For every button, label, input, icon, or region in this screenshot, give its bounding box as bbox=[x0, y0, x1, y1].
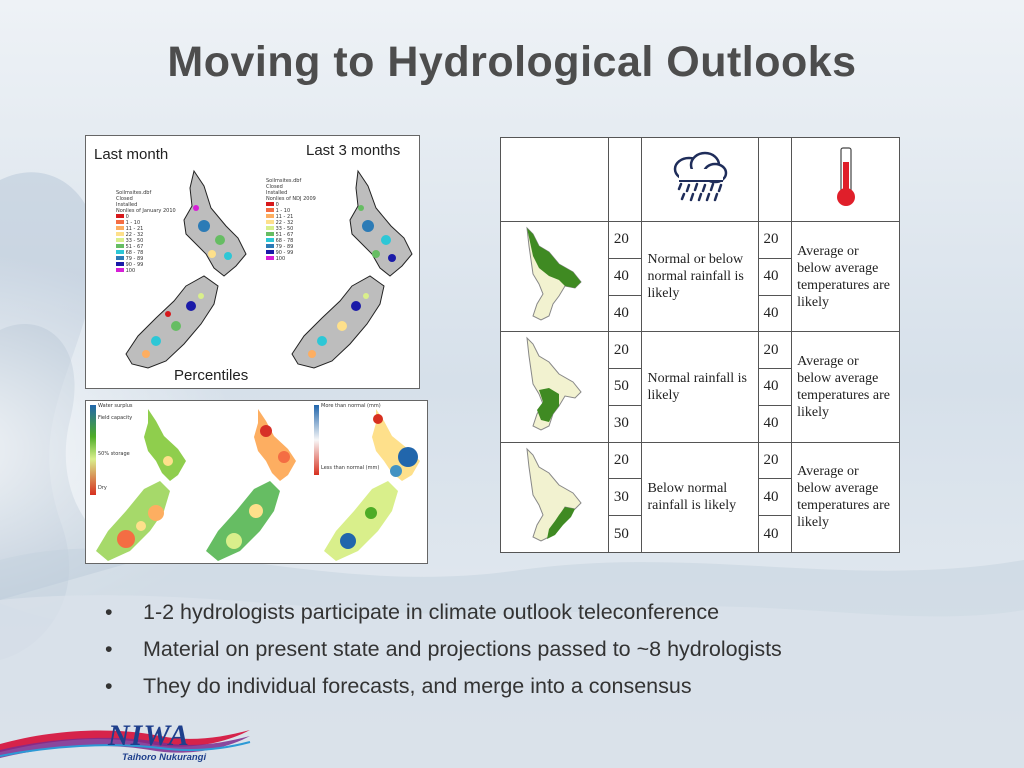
rain-prob-cell: 40 bbox=[607, 294, 643, 333]
table-row: 40 40 bbox=[501, 294, 900, 333]
temp-prob-cell: 20 bbox=[757, 331, 793, 370]
table-row: 20 Normal or below normal rainfall is li… bbox=[500, 220, 900, 333]
temp-prob-cell: 40 bbox=[757, 294, 793, 333]
bullet-text: They do individual forecasts, and merge … bbox=[143, 674, 692, 698]
region-map-cell bbox=[500, 441, 609, 554]
percentiles-label: Percentiles bbox=[174, 367, 249, 384]
temp-prob-cell: 20 bbox=[757, 441, 793, 480]
region-map-cell bbox=[500, 331, 609, 443]
temp-prob-cell: 40 bbox=[757, 478, 793, 517]
nz-percentile-maps bbox=[125, 169, 413, 369]
table-row: 50 40 bbox=[501, 368, 900, 406]
list-item: • They do individual forecasts, and merg… bbox=[105, 674, 782, 711]
header-blank-cell bbox=[757, 137, 793, 222]
rain-prob-cell: 50 bbox=[607, 368, 643, 406]
niwa-logo-text: NIWA bbox=[108, 719, 190, 752]
temp-prob-cell: 40 bbox=[757, 368, 793, 406]
nz-north-island-map bbox=[526, 337, 583, 432]
soil-legend-3: More than normal (mm) Less than normal (… bbox=[321, 403, 381, 471]
soil-maps-graphic bbox=[90, 405, 420, 561]
left-nz-map bbox=[125, 169, 247, 369]
rain-prob-cell: 20 bbox=[607, 441, 643, 480]
niwa-logo-swoosh bbox=[0, 730, 251, 758]
table-row: 30 40 bbox=[501, 478, 900, 517]
rain-outlook-text: Normal rainfall is likely bbox=[641, 331, 759, 443]
header-rain-cell bbox=[641, 137, 759, 222]
header-blank-cell bbox=[607, 137, 643, 222]
temp-outlook-text: Average or below average temperatures ar… bbox=[791, 441, 900, 554]
niwa-logo-subtitle: Taihoro Nukurangi bbox=[122, 752, 207, 763]
table-row: 40 40 bbox=[501, 257, 900, 296]
rain-prob-cell: 40 bbox=[607, 257, 643, 296]
bullet-text: Material on present state and projection… bbox=[143, 637, 782, 661]
bullet-marker: • bbox=[105, 637, 113, 661]
rain-outlook-text: Normal or below normal rainfall is likel… bbox=[641, 220, 759, 333]
thermometer-icon bbox=[836, 147, 855, 206]
temp-prob-cell: 40 bbox=[757, 257, 793, 296]
right-map-legend: Soilmsites.dbf Closed Installed Nonlies … bbox=[266, 178, 316, 262]
list-item: • 1-2 hydrologists participate in climat… bbox=[105, 600, 782, 637]
rain-prob-cell: 50 bbox=[607, 515, 643, 553]
table-row: 20 Below normal rainfall is likely 20 Av… bbox=[500, 441, 900, 554]
list-item: • Material on present state and projecti… bbox=[105, 637, 782, 674]
slide-title: Moving to Hydrological Outlooks bbox=[167, 38, 857, 86]
percentile-maps-figure: Last month Last 3 months Percentiles Soi… bbox=[85, 135, 420, 389]
rain-prob-cell: 20 bbox=[607, 221, 643, 259]
bullet-text: 1-2 hydrologists participate in climate … bbox=[143, 600, 720, 624]
rain-prob-cell: 30 bbox=[607, 478, 643, 517]
temp-prob-cell: 40 bbox=[757, 515, 793, 553]
outlook-table: 20 Normal or below normal rainfall is li… bbox=[500, 137, 900, 554]
table-row: 50 40 bbox=[501, 515, 900, 553]
header-blank-cell bbox=[500, 137, 609, 222]
nz-north-island-map bbox=[526, 226, 583, 321]
right-nz-map bbox=[291, 169, 413, 369]
table-row: 30 40 bbox=[501, 404, 900, 443]
rain-cloud-icon bbox=[673, 151, 728, 202]
nz-north-island-map bbox=[526, 447, 583, 542]
table-header-row bbox=[500, 137, 900, 222]
temp-outlook-text: Average or below average temperatures ar… bbox=[791, 331, 900, 443]
table-row: 20 Normal rainfall is likely 20 Average … bbox=[500, 331, 900, 443]
soil-legend-1: Water surplus Field capacity 50% storage… bbox=[98, 403, 133, 491]
temp-prob-cell: 20 bbox=[757, 221, 793, 259]
rain-prob-cell: 30 bbox=[607, 404, 643, 443]
last-month-label: Last month bbox=[94, 146, 169, 163]
temp-outlook-text: Average or below average temperatures ar… bbox=[791, 220, 900, 333]
rain-outlook-text: Below normal rainfall is likely bbox=[641, 441, 759, 554]
region-map-cell bbox=[500, 220, 609, 333]
bullet-list: • 1-2 hydrologists participate in climat… bbox=[105, 600, 782, 711]
header-temperature-cell bbox=[791, 137, 900, 222]
bullet-marker: • bbox=[105, 674, 113, 698]
bullet-marker: • bbox=[105, 600, 113, 624]
temp-prob-cell: 40 bbox=[757, 404, 793, 443]
last-3-months-label: Last 3 months bbox=[306, 142, 401, 159]
left-map-legend: Soilmsites.dbf Closed Installed Nonlies … bbox=[116, 190, 176, 274]
soil-moisture-maps-figure: Water surplus Field capacity 50% storage… bbox=[85, 400, 428, 564]
rain-prob-cell: 20 bbox=[607, 331, 643, 370]
